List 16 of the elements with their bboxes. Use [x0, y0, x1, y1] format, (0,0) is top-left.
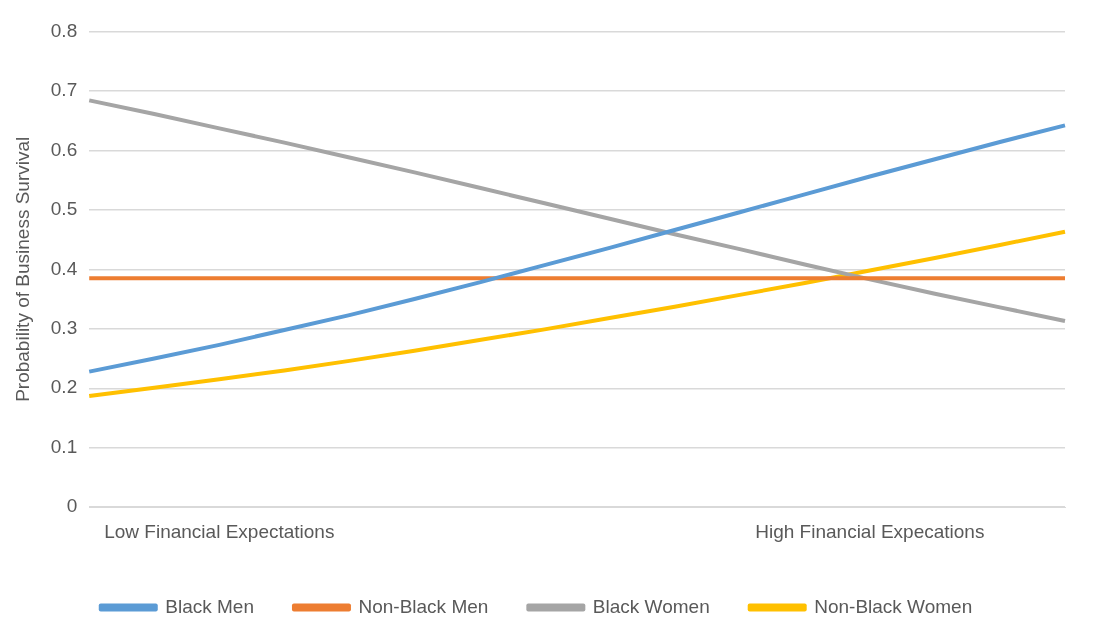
legend-label: Black Men [165, 595, 254, 617]
legend-label: Black Women [592, 595, 710, 617]
y-tick-label: 0.6 [50, 138, 78, 160]
y-tick-label: 0.5 [50, 198, 78, 220]
legend-label: Non-Black Women [814, 595, 973, 617]
y-tick-label: 0.8 [50, 19, 78, 41]
y-tick-label: 0.4 [50, 257, 78, 279]
y-tick-label: 0 [66, 495, 78, 517]
legend-label: Non-Black Men [358, 595, 489, 617]
y-tick-label: 0.1 [50, 435, 78, 457]
y-tick-label: 0.7 [50, 79, 78, 101]
y-tick-label: 0.3 [50, 317, 78, 339]
x-tick-label: Low Financial Expectations [104, 520, 335, 542]
y-axis-title: Probability of Business Survival [11, 136, 33, 402]
y-tick-label: 0.2 [50, 376, 78, 398]
x-tick-label: High Financial Expecations [755, 520, 985, 542]
